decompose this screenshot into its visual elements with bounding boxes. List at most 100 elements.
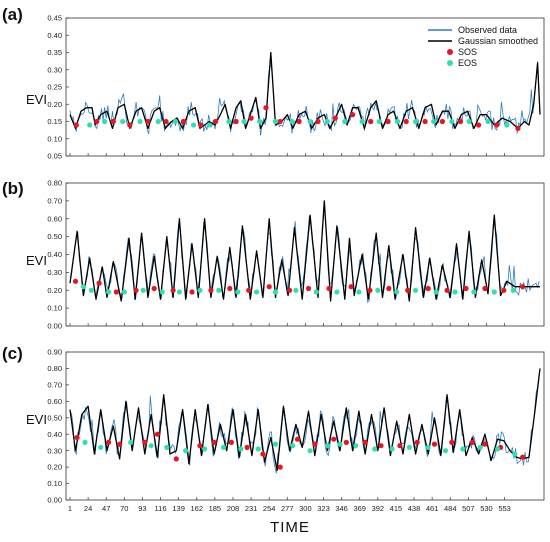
sos-point — [367, 287, 373, 293]
sos-point — [476, 122, 482, 128]
eos-point — [197, 287, 203, 293]
eos-point — [504, 122, 510, 128]
eos-point — [394, 118, 401, 125]
x-tick-label: 392 — [372, 504, 385, 513]
eos-point — [512, 451, 518, 457]
panel-b-ylabel: EVI — [26, 253, 47, 268]
legend-eos-swatch — [447, 60, 453, 66]
x-tick-label: 93 — [138, 504, 146, 513]
eos-point — [449, 118, 455, 125]
sos-point — [315, 118, 321, 125]
eos-point — [406, 444, 412, 450]
eos-point — [324, 118, 330, 125]
sos-point — [106, 439, 112, 445]
sos-point — [305, 285, 312, 292]
panel-b-frame — [65, 182, 545, 327]
sos-point — [386, 285, 392, 292]
eos-point — [342, 118, 348, 125]
sos-point — [457, 118, 464, 125]
sos-point — [277, 464, 283, 470]
y-tick-label: 0.35 — [47, 48, 62, 57]
y-tick-label: 0.00 — [47, 496, 62, 505]
sos-point — [397, 443, 403, 449]
panel-c: (c) EVI 0.00 0.10 0.20 0.30 0.40 0.50 0.60 0.70… — [2, 344, 545, 536]
eos-point — [82, 439, 88, 445]
x-tick-label: 254 — [263, 504, 276, 513]
eos-point — [272, 441, 279, 447]
panel-a-plot — [69, 51, 541, 136]
eos-point — [394, 289, 400, 295]
eos-point — [452, 289, 458, 295]
y-tick-label: 0.20 — [47, 463, 62, 472]
eos-point — [466, 118, 472, 125]
sos-point — [248, 115, 254, 121]
eos-point — [337, 441, 343, 447]
eos-point — [255, 446, 261, 452]
sos-point — [348, 284, 354, 290]
sos-point — [211, 439, 217, 445]
panel-c-frame — [65, 351, 545, 501]
panel-a-xticks — [69, 153, 505, 156]
panel-b-yticks: 0.00 0.10 0.20 0.30 0.40 0.50 0.60 0.70 0.80 — [47, 179, 69, 331]
x-tick-label: 47 — [102, 504, 110, 513]
x-tick-label: 139 — [172, 504, 185, 513]
sos-point — [74, 434, 80, 441]
sos-point — [431, 441, 438, 447]
sos-point — [246, 287, 252, 293]
y-tick-label: 0.30 — [47, 65, 62, 74]
x-tick-label: 116 — [155, 504, 167, 513]
eos-point — [102, 118, 108, 125]
sos-point — [414, 439, 420, 445]
x-tick-label: 323 — [317, 504, 330, 513]
sos-point — [208, 287, 214, 293]
sos-point — [331, 436, 337, 442]
eos-point — [137, 118, 143, 125]
eos-point — [307, 118, 313, 125]
sos-point — [425, 285, 431, 292]
eos-point — [238, 446, 244, 452]
y-tick-label: 0.10 — [47, 134, 62, 143]
observed-line — [69, 214, 540, 303]
eos-point — [375, 287, 381, 293]
y-tick-label: 0.40 — [47, 430, 62, 439]
y-tick-label: 0.10 — [47, 479, 62, 488]
sos-point — [296, 118, 302, 125]
eos-point — [206, 122, 212, 128]
x-tick-label: 461 — [426, 504, 439, 513]
eos-point — [176, 289, 182, 295]
eos-point — [289, 118, 295, 125]
panel-a-yticks: 0.05 0.10 0.15 0.20 0.25 0.30 0.35 0.40 0.45 — [47, 14, 69, 161]
panel-c-ylabel: EVI — [26, 412, 47, 427]
legend-smoothed-label: Gaussian smoothed — [458, 36, 538, 46]
x-tick-label: 415 — [390, 504, 403, 513]
sos-point — [378, 443, 384, 449]
x-tick-label: 484 — [444, 504, 457, 513]
panel-a-ylabel: EVI — [26, 92, 47, 107]
sos-point — [494, 122, 500, 128]
x-tick-label: 369 — [353, 504, 366, 513]
eos-point — [413, 287, 419, 293]
eos-point — [191, 122, 197, 128]
sos-point — [73, 122, 79, 128]
x-tick-label: 300 — [299, 504, 312, 513]
sos-point — [385, 118, 391, 125]
sos-point — [213, 118, 219, 125]
sos-point — [198, 122, 204, 128]
eos-point — [313, 289, 319, 295]
eos-point — [202, 446, 208, 452]
x-tick-label: 1 — [68, 504, 72, 513]
sos-point — [263, 105, 269, 111]
y-tick-label: 0.60 — [47, 214, 62, 223]
y-tick-label: 0.45 — [47, 14, 62, 23]
sos-point — [482, 441, 488, 447]
y-tick-label: 0.70 — [47, 380, 62, 389]
sos-point — [233, 118, 239, 125]
eos-point — [425, 444, 431, 450]
sos-point — [332, 115, 338, 121]
eos-point — [413, 118, 419, 125]
eos-point — [80, 284, 86, 290]
sos-point — [405, 287, 411, 293]
sos-point — [142, 439, 148, 445]
sos-point — [117, 441, 123, 447]
